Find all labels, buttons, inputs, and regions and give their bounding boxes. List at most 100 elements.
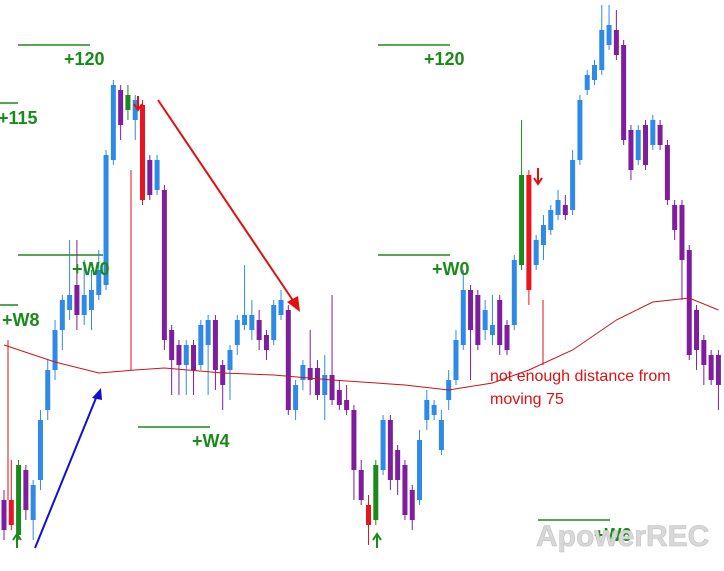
candle-body — [402, 465, 408, 515]
candle-body — [526, 175, 532, 290]
candle-body — [409, 490, 415, 520]
candle-body — [519, 175, 525, 265]
candle-body — [715, 355, 721, 385]
candle-body — [438, 420, 444, 450]
sell-signal — [533, 168, 543, 186]
candle-body — [176, 345, 182, 365]
candle-body — [329, 375, 335, 400]
candle-body — [650, 120, 656, 145]
buy-signal — [372, 532, 382, 548]
candle-body — [511, 260, 517, 325]
candle-body — [212, 320, 218, 370]
candle-body — [351, 410, 357, 470]
level-label: +120 — [64, 49, 105, 69]
candle-body — [380, 420, 386, 470]
candle-body — [417, 440, 423, 500]
candle-body — [234, 320, 240, 345]
candle-body — [489, 325, 495, 335]
candle-body — [533, 240, 539, 265]
candle-body — [307, 368, 313, 380]
candle-body — [497, 300, 503, 345]
candle-body — [103, 155, 109, 285]
candle-body — [271, 305, 277, 340]
candle-body — [453, 340, 459, 380]
candle-body — [30, 485, 36, 520]
level-label: +W0 — [72, 259, 110, 279]
annotation: moving 75 — [490, 391, 564, 408]
level-label: +W0 — [432, 259, 470, 279]
candle-body — [59, 300, 65, 330]
candle-body — [387, 420, 393, 480]
candle-body — [708, 355, 714, 380]
candle-body — [701, 340, 707, 365]
candle-body — [147, 160, 153, 195]
candle-body — [249, 315, 255, 330]
candle-body — [81, 295, 87, 315]
candle-body — [373, 465, 379, 520]
candle-body — [606, 25, 612, 45]
candle-body — [52, 330, 58, 370]
moving-average — [3, 297, 719, 391]
buy-signal — [12, 532, 22, 548]
sell-signal — [133, 96, 143, 112]
annotation: not enough distance from — [490, 368, 671, 385]
candle-body — [37, 420, 43, 480]
candle-body — [577, 100, 583, 160]
signal-arrows — [12, 96, 543, 548]
candle-body — [548, 210, 554, 230]
candle-body — [154, 160, 160, 190]
candle-body — [694, 310, 700, 350]
candle-body — [395, 450, 401, 480]
candle-body — [643, 125, 649, 165]
watermark: ApowerREC — [536, 520, 709, 553]
red-arrow-shaft — [157, 99, 295, 303]
candle-body — [45, 370, 51, 410]
candle-body — [475, 295, 481, 345]
candle-body — [366, 505, 371, 525]
candle-body — [358, 470, 364, 500]
candle-body — [8, 500, 14, 525]
candle-body — [628, 130, 634, 170]
candle-body — [314, 368, 320, 395]
candle-body — [482, 310, 488, 330]
level-label: +120 — [424, 49, 465, 69]
candle-body — [198, 325, 204, 365]
level-label: +W6 — [594, 525, 632, 545]
candle-body — [504, 325, 510, 350]
blue-arrow-shaft — [34, 397, 97, 549]
candle-body — [88, 290, 94, 310]
candle-body — [621, 45, 627, 140]
candle-body — [613, 30, 619, 55]
blue-arrow-head — [92, 388, 102, 400]
candle-body — [227, 350, 233, 370]
candle-body — [672, 205, 678, 230]
candle-body — [293, 385, 299, 410]
candle-body — [540, 225, 546, 245]
candle-body — [140, 105, 146, 200]
candle-body — [242, 315, 248, 325]
candle-body — [591, 65, 597, 80]
red-arrow-head — [287, 296, 300, 312]
candle-body — [584, 75, 590, 90]
candle-body — [285, 310, 291, 410]
candle-body — [344, 400, 350, 410]
candle-body — [657, 125, 663, 145]
candle-body — [220, 365, 226, 385]
candle-body — [278, 300, 284, 315]
candle-body — [169, 330, 175, 360]
level-label: +W8 — [2, 310, 40, 330]
candle-body — [570, 160, 576, 210]
candle-body — [205, 320, 211, 345]
connector-lines — [7, 170, 544, 500]
candle-body — [555, 200, 561, 215]
candle-body — [686, 250, 692, 355]
candle-body — [679, 205, 685, 260]
candle-body — [599, 30, 605, 70]
candle-body — [1, 500, 7, 530]
candle-body — [74, 285, 80, 315]
candle-body — [263, 335, 269, 350]
candle-body — [125, 95, 131, 110]
candles — [1, 5, 721, 545]
level-label: +115 — [0, 108, 38, 128]
